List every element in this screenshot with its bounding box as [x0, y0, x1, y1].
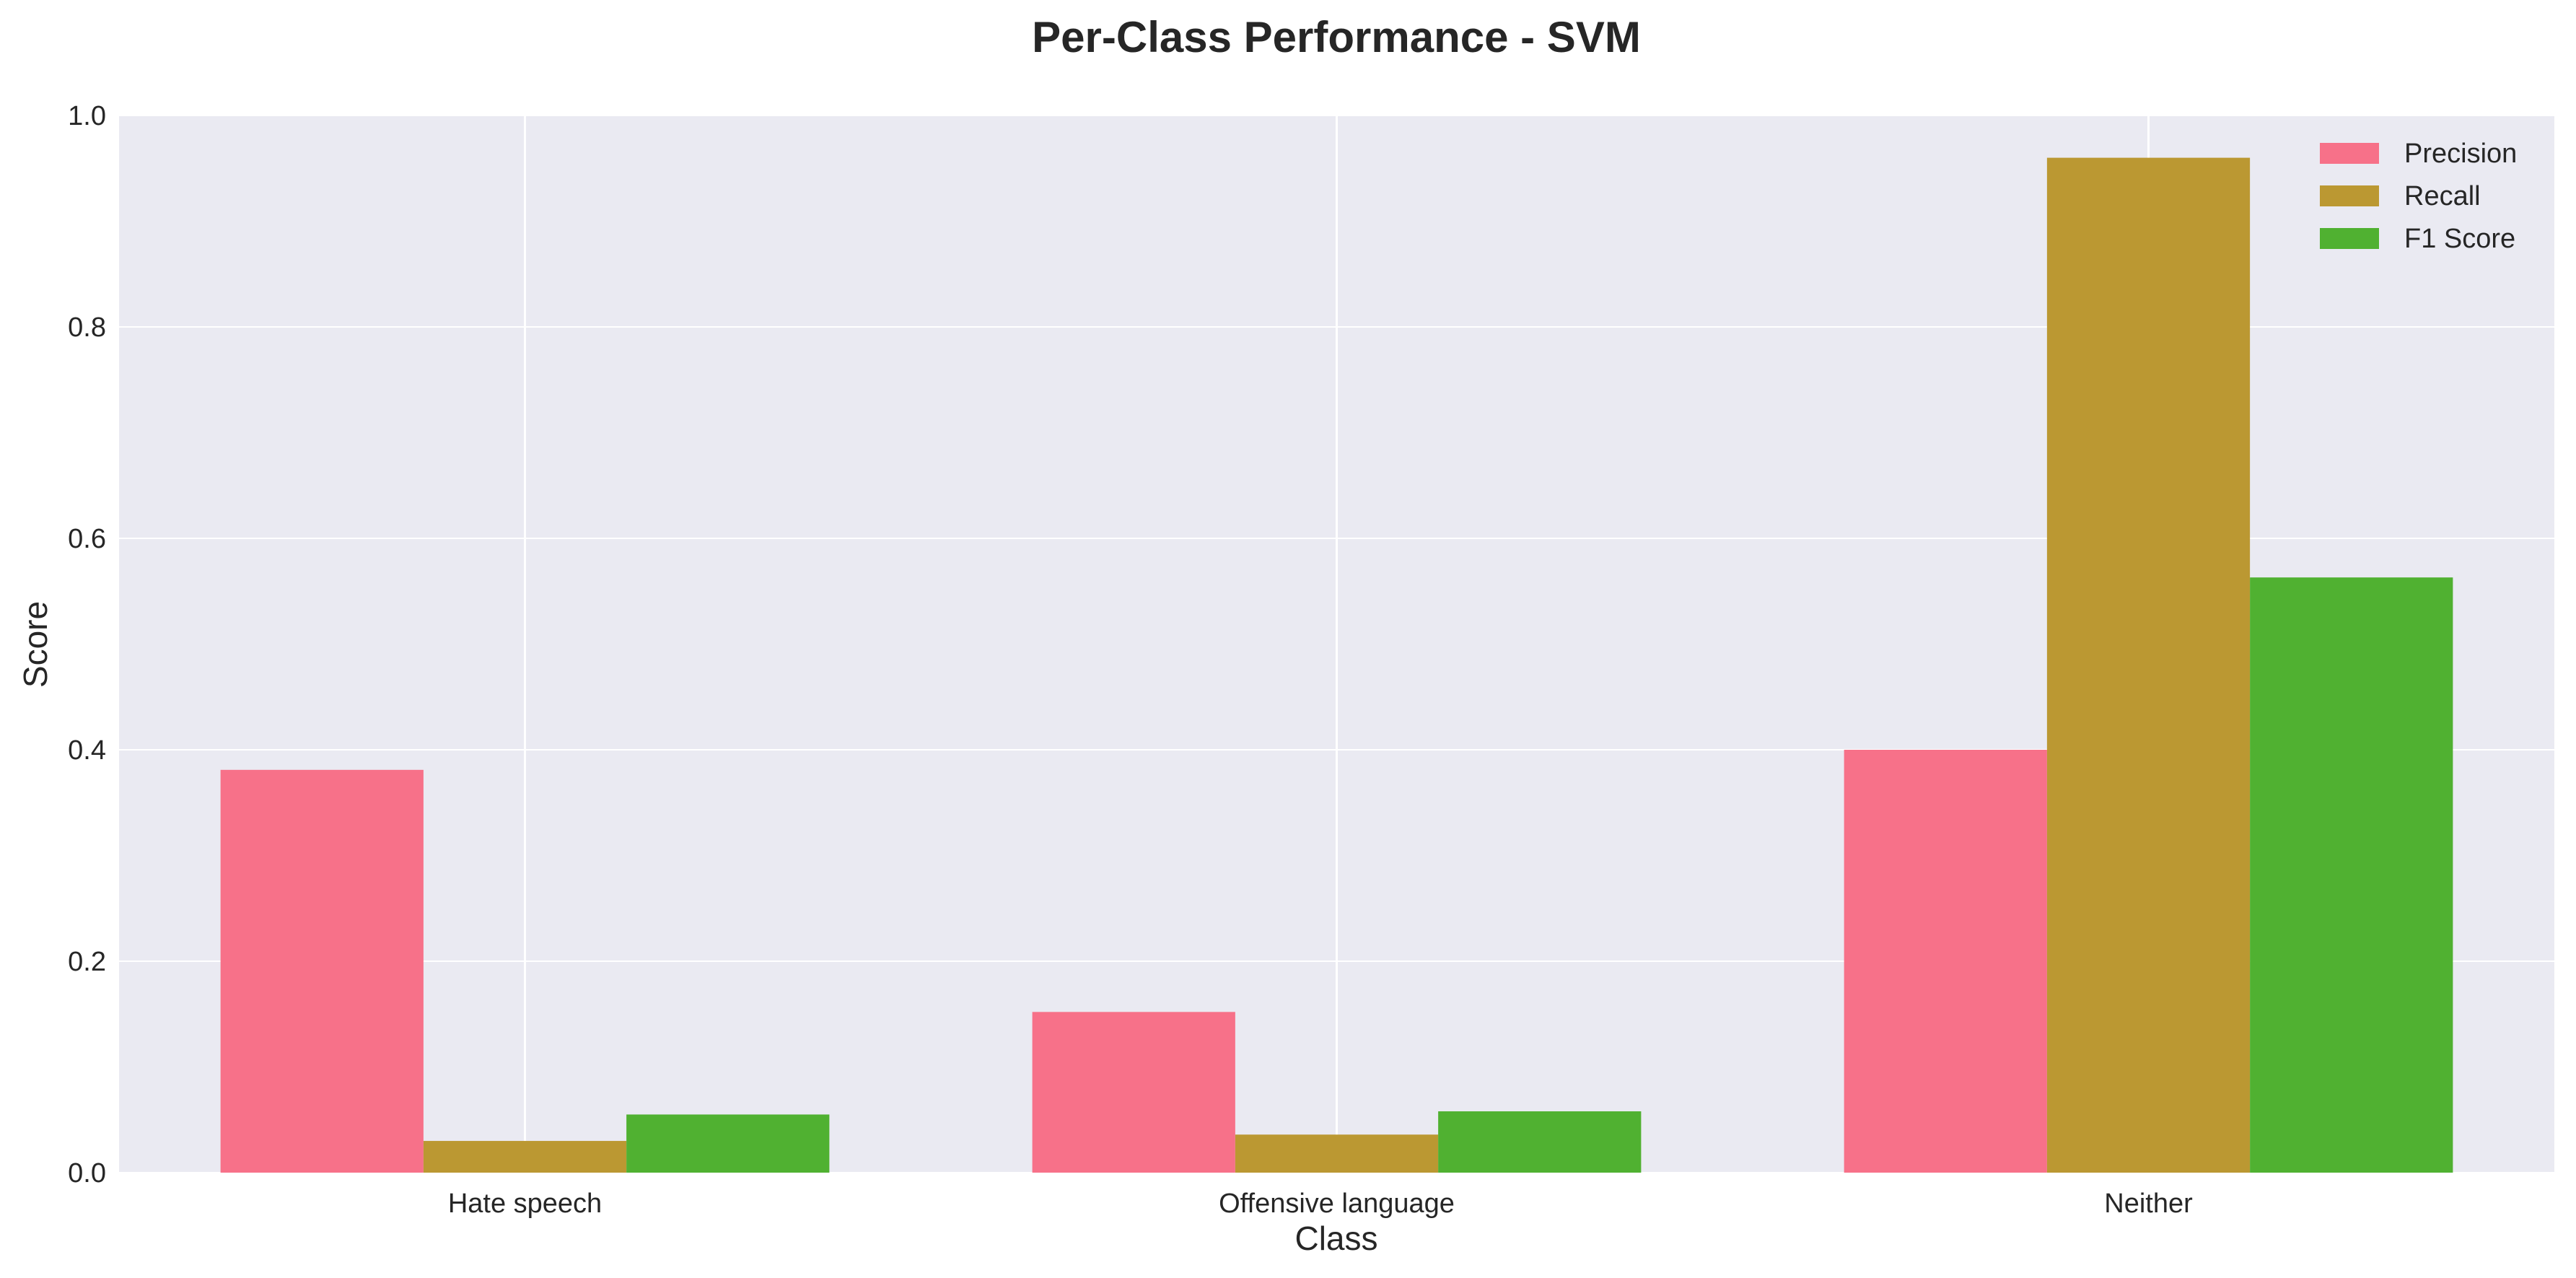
- bars: [220, 157, 2453, 1173]
- bar-f1-score: [1438, 1111, 1642, 1173]
- legend-swatch: [2320, 143, 2379, 164]
- x-tick-label: Offensive language: [1219, 1189, 1455, 1219]
- y-tick-label: 0.8: [68, 312, 106, 343]
- legend-swatch: [2320, 185, 2379, 206]
- bar-precision: [220, 769, 424, 1173]
- bar-recall: [1235, 1134, 1439, 1173]
- chart-title: Per-Class Performance - SVM: [1032, 13, 1641, 61]
- y-axis: 0.0 0.2 0.4 0.6 0.8 1.0: [68, 101, 106, 1189]
- bar-recall: [2046, 157, 2251, 1173]
- x-axis: Hate speech Offensive language Neither: [448, 1189, 2193, 1219]
- bar-f1-score: [2250, 577, 2453, 1173]
- x-tick-label: Hate speech: [448, 1189, 602, 1219]
- legend-swatch: [2320, 228, 2379, 249]
- y-axis-label: Score: [17, 601, 54, 688]
- bar-recall: [423, 1141, 627, 1173]
- x-tick-label: Neither: [2104, 1189, 2193, 1219]
- y-tick-label: 0.0: [68, 1158, 106, 1189]
- legend-label: Recall: [2404, 181, 2481, 211]
- legend: Precision Recall F1 Score: [2320, 139, 2517, 254]
- bar-precision: [1032, 1012, 1235, 1173]
- legend-label: Precision: [2404, 139, 2517, 169]
- y-tick-label: 0.6: [68, 524, 106, 554]
- bar-precision: [1844, 750, 2047, 1173]
- legend-label: F1 Score: [2404, 224, 2515, 254]
- y-tick-label: 0.2: [68, 947, 106, 977]
- bar-f1-score: [626, 1114, 830, 1173]
- x-axis-label: Class: [1294, 1220, 1377, 1257]
- y-tick-label: 1.0: [68, 101, 106, 131]
- y-tick-label: 0.4: [68, 735, 106, 766]
